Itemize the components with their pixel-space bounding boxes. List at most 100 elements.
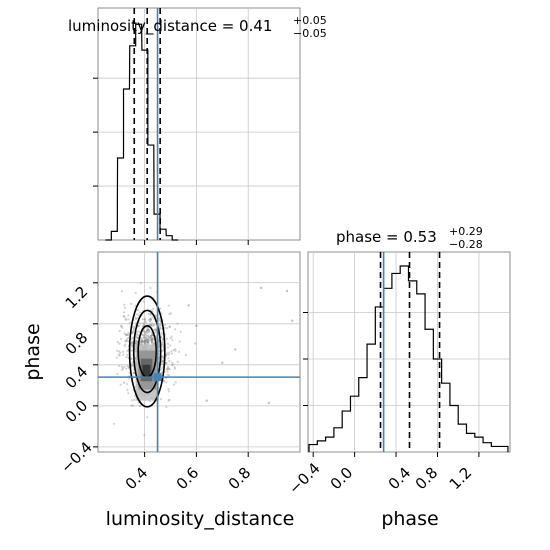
scatter-point <box>167 357 170 360</box>
scatter-point <box>136 333 139 336</box>
scatter-point <box>159 324 162 327</box>
scatter-point <box>127 318 130 321</box>
scatter-point <box>144 340 147 343</box>
scatter-point <box>141 325 144 328</box>
scatter-point <box>131 341 134 344</box>
scatter-point <box>169 337 172 340</box>
scatter-point <box>146 340 149 343</box>
scatter-point <box>131 361 134 364</box>
scatter-point <box>134 339 137 342</box>
scatter-point <box>161 356 164 359</box>
scatter-point <box>123 315 126 318</box>
scatter-outlier <box>291 319 294 322</box>
scatter-point <box>142 324 145 327</box>
scatter-point <box>154 328 157 332</box>
scatter-point <box>142 300 145 303</box>
scatter-point <box>152 324 155 327</box>
scatter-point <box>146 338 149 341</box>
scatter-point <box>127 334 130 337</box>
scatter-point <box>155 334 158 337</box>
scatter-point <box>131 331 134 334</box>
scatter-point <box>151 338 154 341</box>
scatter-point <box>122 353 125 356</box>
scatter-point <box>150 339 154 342</box>
histogram-phase <box>308 265 509 452</box>
scatter-point <box>135 317 138 321</box>
scatter-point <box>147 328 150 331</box>
scatter-point <box>117 353 120 356</box>
scatter-point <box>138 330 141 333</box>
scatter-outlier <box>195 324 198 328</box>
scatter-point <box>119 351 122 354</box>
scatter-point <box>146 340 149 343</box>
y-tick-labels: −0.4 0.0 0.4 0.8 1.2 <box>57 283 95 477</box>
scatter-point <box>168 398 171 401</box>
y-tick-label: 1.2 <box>62 283 92 313</box>
scatter-point <box>145 338 149 341</box>
scatter-point <box>144 336 147 339</box>
scatter-point <box>119 383 122 386</box>
scatter-point <box>143 332 146 335</box>
scatter-point <box>170 361 173 364</box>
scatter-point <box>130 404 133 407</box>
scatter-point <box>151 341 154 344</box>
x-tick-label: 0.6 <box>173 464 203 494</box>
scatter-point <box>161 333 164 336</box>
scatter-point <box>146 328 149 332</box>
x-axis-label-right: phase <box>381 508 438 530</box>
scatter-point <box>127 392 130 395</box>
scatter-point <box>144 321 148 324</box>
scatter-point <box>147 313 150 316</box>
scatter-point <box>125 339 128 343</box>
scatter-point <box>173 366 176 369</box>
scatter-point <box>165 337 169 340</box>
scatter-point <box>174 348 177 351</box>
scatter-point <box>170 350 173 353</box>
scatter-point <box>166 327 169 330</box>
x-tick-label: 0.4 <box>385 464 415 494</box>
scatter-point <box>131 331 134 335</box>
scatter-point <box>147 318 150 321</box>
scatter-point <box>158 317 161 320</box>
scatter-point <box>126 353 129 356</box>
scatter-point <box>161 359 164 362</box>
scatter-point <box>148 329 151 332</box>
scatter-point <box>130 349 133 352</box>
scatter-point <box>140 340 143 343</box>
scatter-point <box>149 319 152 322</box>
scatter-point <box>161 360 164 363</box>
scatter-point <box>150 341 153 344</box>
scatter-point <box>151 310 154 313</box>
scatter-point <box>150 338 153 342</box>
scatter-point <box>149 313 152 316</box>
scatter-point <box>161 337 165 340</box>
title-luminosity-distance: luminosity_distance = 0.41 <box>68 17 272 36</box>
scatter-point <box>145 334 148 338</box>
scatter-point <box>174 328 177 331</box>
scatter-outlier <box>234 348 237 351</box>
panel-frame-joint <box>97 251 301 453</box>
scatter-point <box>150 334 153 337</box>
title-luminosity-distance-minus: −0.05 <box>293 27 327 40</box>
scatter-point <box>124 343 127 346</box>
scatter-point <box>140 339 143 342</box>
scatter-point <box>148 329 151 332</box>
scatter-point <box>144 342 147 345</box>
scatter-point <box>151 324 154 327</box>
scatter-point <box>138 404 142 408</box>
scatter-point <box>165 353 168 356</box>
scatter-point <box>144 331 147 334</box>
scatter-point <box>152 342 155 345</box>
scatter-point <box>149 324 153 327</box>
scatter-point <box>151 338 154 341</box>
scatter-point <box>145 340 148 343</box>
scatter-point <box>124 367 128 370</box>
scatter-point <box>132 404 135 407</box>
scatter-point <box>179 330 182 333</box>
scatter-point <box>149 313 152 316</box>
scatter-point <box>122 315 126 318</box>
scatter-point <box>167 374 170 377</box>
scatter-point <box>139 322 142 325</box>
scatter-point <box>126 364 129 368</box>
